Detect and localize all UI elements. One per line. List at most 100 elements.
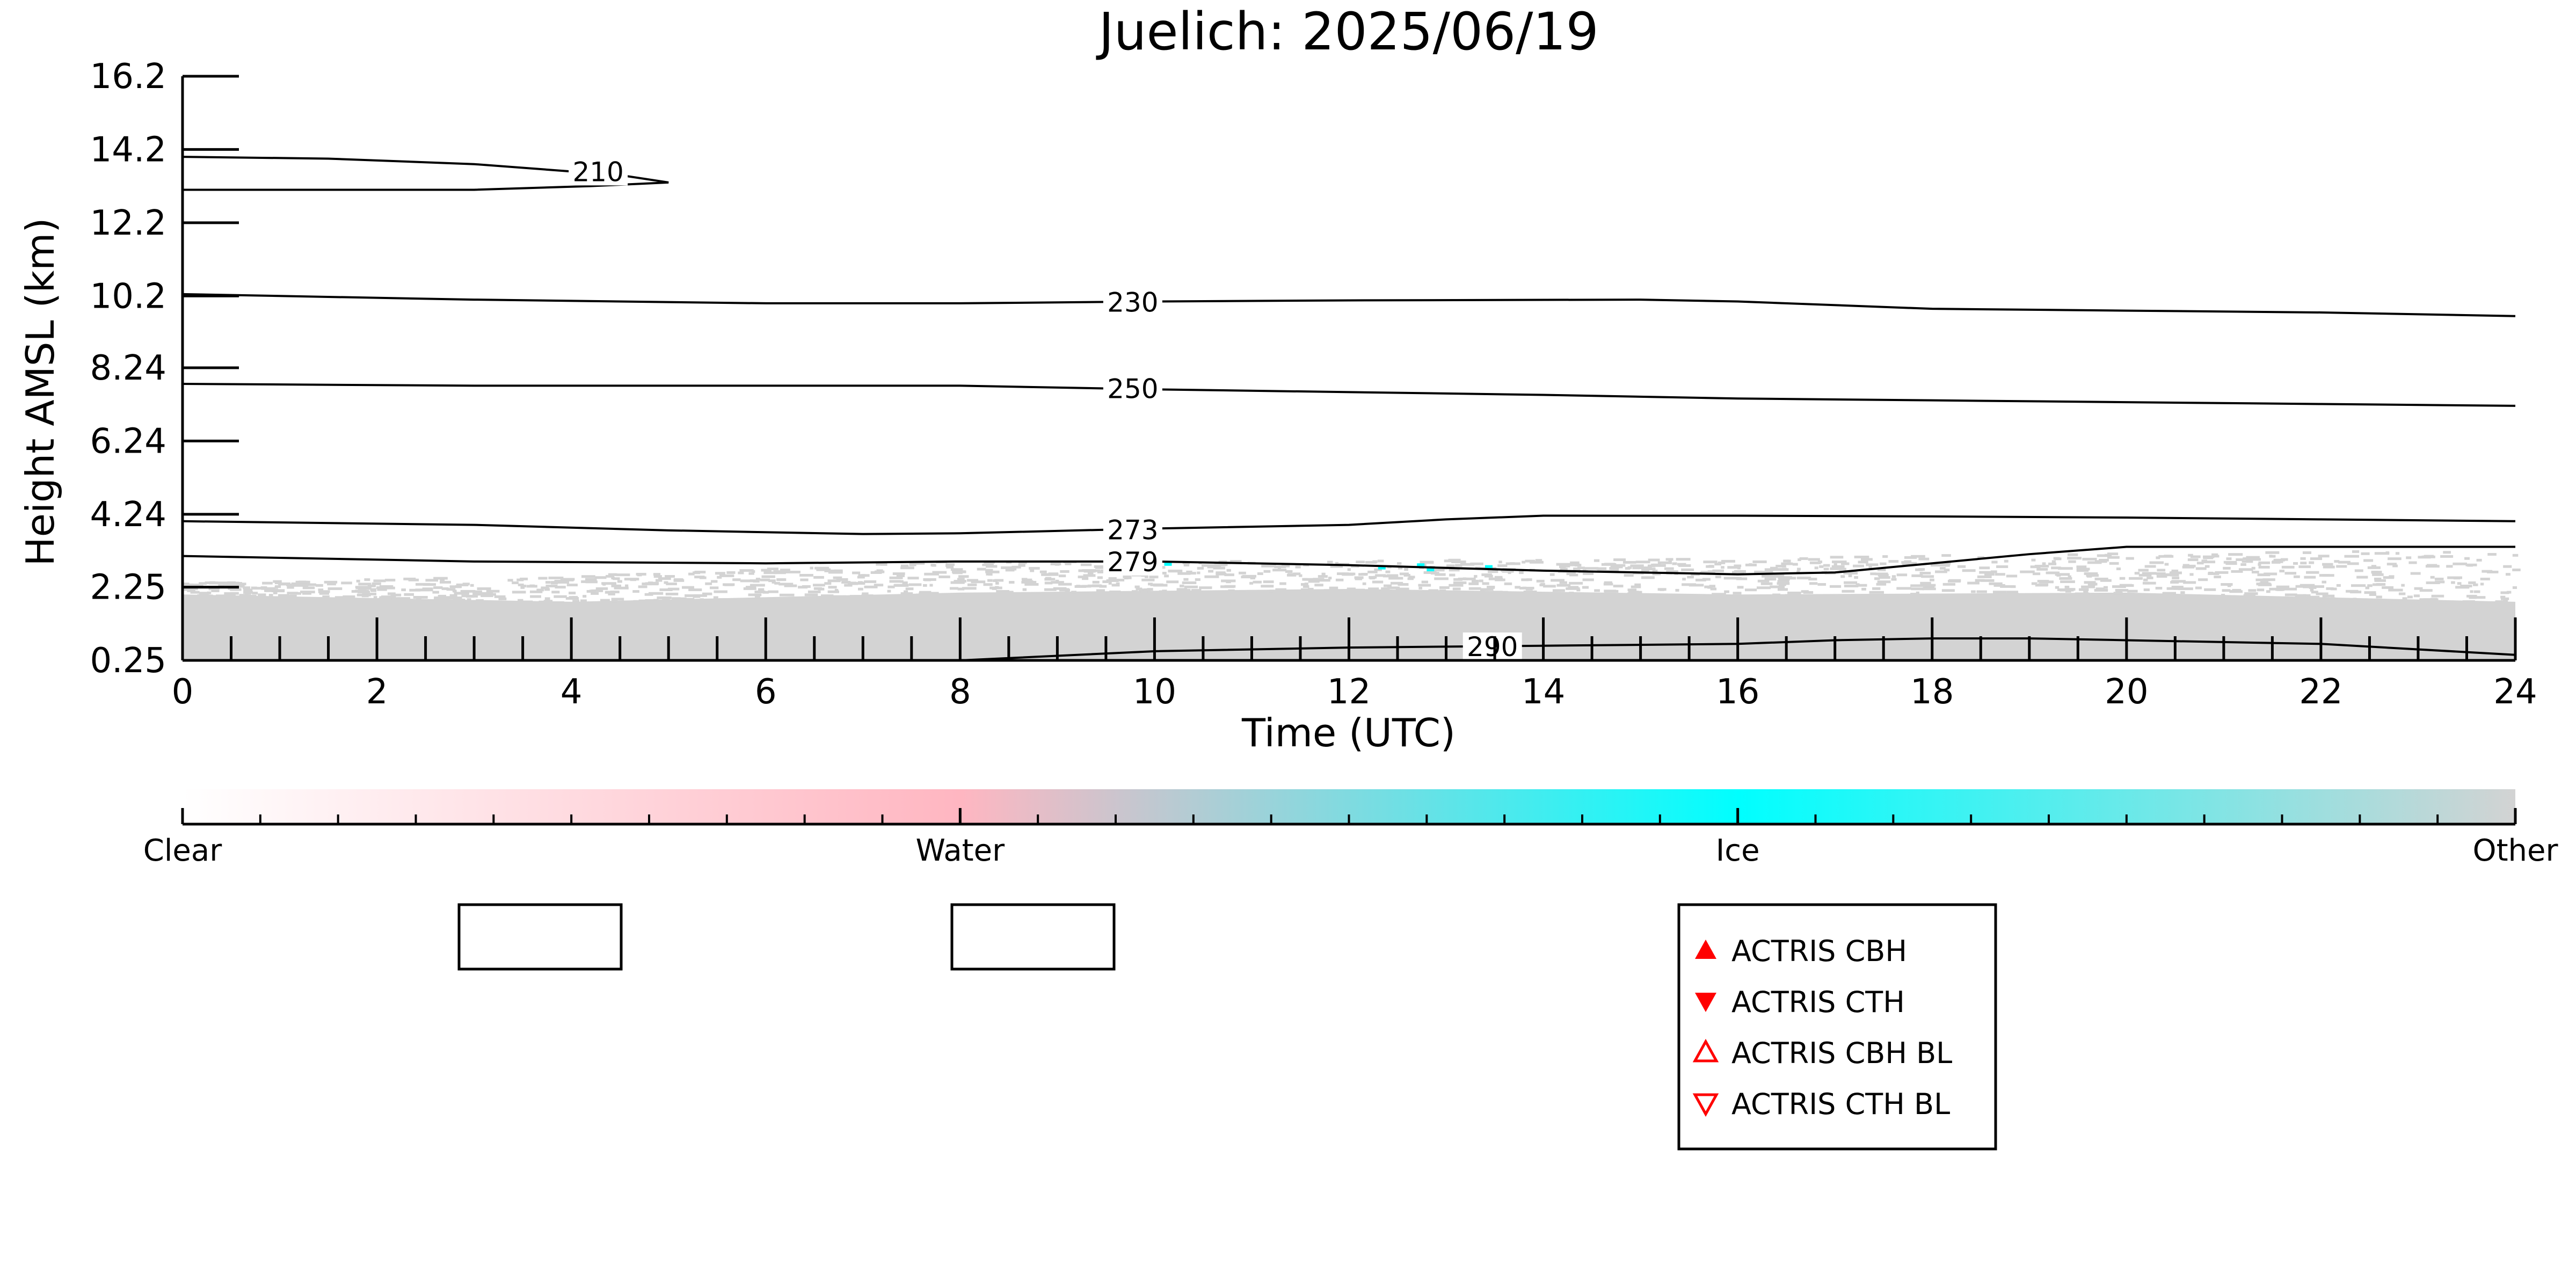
other-class-pixel bbox=[1702, 578, 1711, 581]
other-class-pixel bbox=[2201, 559, 2207, 563]
other-class-pixel bbox=[854, 582, 865, 585]
other-class-pixel bbox=[1882, 555, 1888, 558]
other-class-pixel bbox=[2119, 577, 2126, 580]
other-class-pixel bbox=[818, 587, 825, 591]
other-class-pixel bbox=[649, 581, 659, 585]
other-class-pixel bbox=[2020, 570, 2035, 573]
other-class-pixel bbox=[456, 585, 461, 588]
other-class-pixel bbox=[2195, 586, 2202, 590]
other-class-pixel bbox=[612, 600, 618, 603]
other-class-pixel bbox=[1551, 579, 1565, 582]
other-class-pixel bbox=[919, 591, 932, 594]
other-class-pixel bbox=[2258, 563, 2261, 566]
other-class-pixel bbox=[1823, 564, 1830, 567]
other-class-pixel bbox=[986, 572, 992, 576]
other-class-pixel bbox=[1318, 579, 1330, 582]
other-class-pixel bbox=[1529, 561, 1544, 564]
other-class-pixel bbox=[749, 584, 765, 587]
other-class-pixel bbox=[2388, 588, 2403, 592]
other-class-pixel bbox=[1448, 558, 1461, 562]
other-class-pixel bbox=[743, 587, 756, 590]
other-class-pixel bbox=[2500, 595, 2506, 599]
other-class-pixel bbox=[739, 569, 754, 572]
other-class-pixel bbox=[876, 569, 883, 572]
other-class-pixel bbox=[1724, 590, 1729, 593]
other-class-pixel bbox=[2228, 553, 2243, 556]
other-class-pixel bbox=[1991, 561, 1998, 564]
other-class-pixel bbox=[2105, 554, 2112, 557]
classification-fill bbox=[183, 550, 2521, 660]
other-class-pixel bbox=[1387, 586, 1400, 590]
other-class-pixel bbox=[2495, 600, 2508, 603]
other-class-pixel bbox=[1096, 589, 1105, 592]
other-class-pixel bbox=[2156, 556, 2160, 559]
other-class-pixel bbox=[1870, 572, 1876, 576]
other-class-pixel bbox=[1055, 579, 1059, 583]
other-class-pixel bbox=[870, 571, 882, 574]
colorbar-label: Other bbox=[2472, 833, 2558, 868]
other-class-pixel bbox=[1858, 561, 1868, 564]
other-class-pixel bbox=[740, 579, 753, 583]
other-class-pixel bbox=[1470, 562, 1483, 565]
other-class-pixel bbox=[605, 574, 614, 578]
other-class-pixel bbox=[1140, 590, 1148, 593]
other-class-pixel bbox=[1148, 583, 1153, 586]
other-class-pixel bbox=[2369, 593, 2377, 596]
other-class-pixel bbox=[2310, 557, 2323, 561]
other-class-pixel bbox=[397, 597, 410, 600]
other-class-pixel bbox=[1764, 568, 1776, 571]
other-class-pixel bbox=[2075, 592, 2090, 595]
other-class-pixel bbox=[2293, 562, 2298, 565]
other-class-pixel bbox=[2457, 582, 2462, 585]
other-class-pixel bbox=[738, 571, 744, 574]
other-class-pixel bbox=[714, 590, 727, 593]
other-class-pixel bbox=[711, 580, 718, 583]
other-class-pixel bbox=[2506, 573, 2510, 576]
other-class-pixel bbox=[566, 584, 578, 587]
other-class-pixel bbox=[1328, 577, 1332, 580]
other-class-pixel bbox=[382, 585, 394, 588]
other-class-pixel bbox=[2056, 574, 2061, 577]
other-class-pixel bbox=[2214, 576, 2221, 579]
other-class-pixel bbox=[1367, 570, 1378, 573]
other-class-pixel bbox=[1707, 570, 1715, 573]
legend-label: ACTRIS CBH BL bbox=[1731, 1036, 1952, 1070]
other-class-pixel bbox=[2195, 567, 2207, 570]
other-class-pixel bbox=[2346, 590, 2359, 593]
colorbar: Clear Water Ice Other bbox=[143, 789, 2558, 868]
other-class-pixel bbox=[824, 582, 832, 585]
other-class-pixel bbox=[648, 592, 664, 595]
other-class-pixel bbox=[1875, 572, 1888, 576]
other-class-pixel bbox=[2407, 595, 2413, 599]
other-class-pixel bbox=[1967, 581, 1980, 585]
other-class-pixel bbox=[2065, 590, 2071, 593]
other-class-pixel bbox=[1993, 584, 2005, 587]
other-class-pixel bbox=[2306, 571, 2319, 574]
other-class-pixel bbox=[2512, 586, 2517, 589]
other-class-pixel bbox=[2068, 553, 2078, 556]
other-class-pixel bbox=[2451, 581, 2455, 584]
other-class-pixel bbox=[719, 574, 734, 577]
other-class-pixel bbox=[907, 577, 919, 580]
other-class-pixel bbox=[751, 570, 755, 573]
other-class-pixel bbox=[2127, 590, 2138, 593]
other-class-pixel bbox=[2058, 567, 2073, 570]
other-class-pixel bbox=[1439, 586, 1450, 589]
other-class-pixel bbox=[1263, 580, 1274, 584]
other-class-pixel bbox=[2109, 562, 2119, 565]
other-class-pixel bbox=[1624, 574, 1634, 577]
other-class-pixel bbox=[2354, 569, 2363, 572]
other-class-pixel bbox=[995, 581, 999, 585]
other-class-pixel bbox=[2158, 555, 2174, 558]
other-class-pixel bbox=[2068, 575, 2071, 578]
other-class-pixel bbox=[2453, 577, 2461, 580]
other-class-pixel bbox=[551, 601, 564, 604]
other-class-pixel bbox=[1116, 582, 1120, 585]
other-class-pixel bbox=[1382, 574, 1391, 578]
other-class-pixel bbox=[1941, 562, 1951, 565]
other-class-pixel bbox=[1231, 560, 1240, 563]
other-class-pixel bbox=[1775, 568, 1789, 571]
other-class-pixel bbox=[693, 594, 707, 597]
other-class-pixel bbox=[1570, 561, 1580, 564]
